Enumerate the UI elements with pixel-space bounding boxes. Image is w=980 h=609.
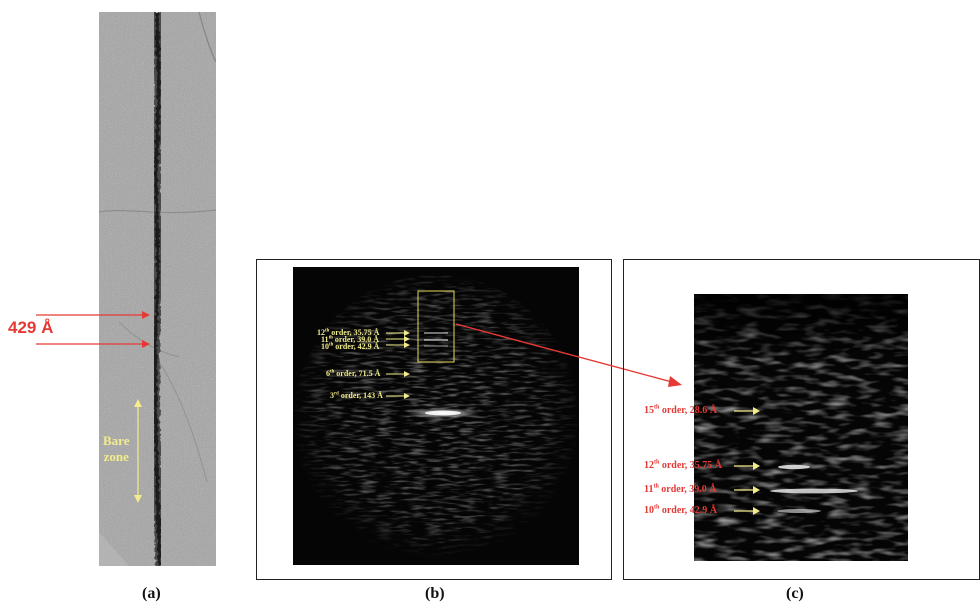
order-text: order, 39.0 Å xyxy=(658,484,717,495)
order-sup: th xyxy=(653,483,659,490)
order-text: order, 143 Å xyxy=(338,391,383,400)
panel-b-frame xyxy=(256,259,612,580)
caption-c: (c) xyxy=(786,585,804,602)
order-label-b-6: 6th order, 71.5 Å xyxy=(326,369,380,378)
order-label-c-10: 10th order, 42.9 Å xyxy=(644,505,717,516)
order-label-b-3: 3rd order, 143 Å xyxy=(330,391,383,400)
order-num: 12 xyxy=(644,460,654,471)
order-sup: th xyxy=(654,459,660,466)
bare-zone-label: Bare zone xyxy=(103,433,129,465)
order-text: order, 35.75 Å xyxy=(659,460,723,471)
zoom-arrow xyxy=(455,323,682,387)
order-sup: th xyxy=(325,328,330,334)
order-num: 11 xyxy=(644,484,654,495)
bare-zone-label-line2: zone xyxy=(103,449,129,464)
caption-b: (b) xyxy=(425,585,445,602)
order-text: order, 71.5 Å xyxy=(334,369,381,378)
order-num: 6 xyxy=(326,369,330,378)
order-label-c-15: 15th order, 28.6 Å xyxy=(644,405,717,416)
bare-zone-label-line1: Bare xyxy=(103,433,130,448)
zoomed-diffraction-image xyxy=(694,294,908,561)
diffraction-pattern-image xyxy=(293,267,579,565)
order-text: order, 42.9 Å xyxy=(333,342,380,351)
order-text: order, 39.0 Å xyxy=(332,335,379,344)
caption-a: (a) xyxy=(142,585,161,602)
micrograph-filament-image xyxy=(99,12,216,566)
order-num: 10 xyxy=(644,505,654,516)
order-num: 3 xyxy=(330,391,334,400)
order-num: 12 xyxy=(317,328,325,337)
spacing-label-429: 429 Å xyxy=(8,318,54,337)
bare-zone-double-arrow xyxy=(134,399,142,503)
order-num: 10 xyxy=(321,342,329,351)
order-sup: th xyxy=(654,504,660,511)
order-text: order, 35.75 Å xyxy=(329,328,380,337)
order-label-b-12: 12th order, 35.75 Å xyxy=(317,328,379,337)
order-sup: rd xyxy=(334,391,339,397)
order-label-b-10: 10th order, 42.9 Å xyxy=(321,342,379,351)
order-label-b-11: 11th order, 39.0 Å xyxy=(321,335,379,344)
order-text: order, 28.6 Å xyxy=(659,405,718,416)
order-sup: th xyxy=(654,404,660,411)
order-sup: th xyxy=(328,335,333,341)
order-text: order, 42.9 Å xyxy=(659,505,718,516)
order-num: 15 xyxy=(644,405,654,416)
order-sup: th xyxy=(330,369,335,375)
order-label-c-11: 11th order, 39.0 Å xyxy=(644,484,716,495)
spacing-arrows xyxy=(36,311,150,348)
order-label-c-12: 12th order, 35.75 Å xyxy=(644,460,722,471)
order-sup: th xyxy=(329,342,334,348)
order-num: 11 xyxy=(321,335,329,344)
